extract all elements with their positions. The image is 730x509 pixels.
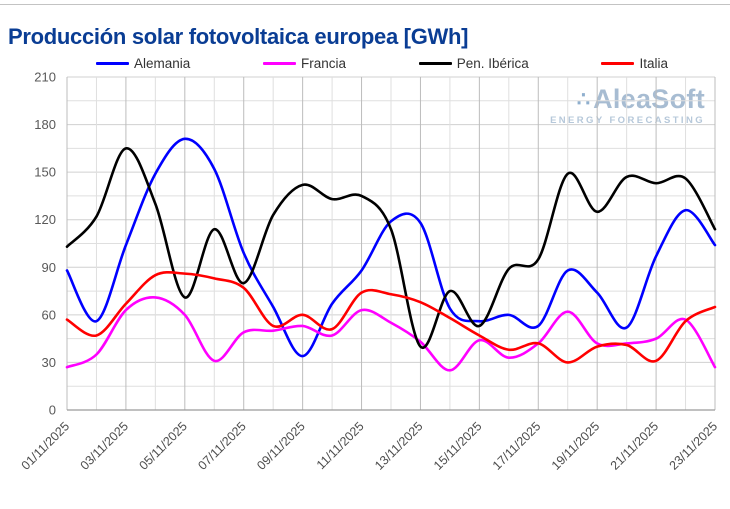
- y-tick-label: 90: [42, 260, 56, 275]
- y-tick-label: 120: [34, 212, 56, 227]
- chart-legend: Alemania Francia Pen. Ibérica Italia: [96, 56, 668, 71]
- y-tick-label: 210: [34, 70, 56, 85]
- legend-label: Alemania: [134, 56, 191, 71]
- x-tick-label: 13/11/2025: [372, 419, 426, 473]
- legend-label: Italia: [639, 56, 668, 71]
- x-tick-label: 11/11/2025: [314, 419, 367, 472]
- legend-item-pen-ib-rica[interactable]: Pen. Ibérica: [418, 56, 529, 71]
- legend-item-francia[interactable]: Francia: [262, 56, 346, 71]
- x-tick-label: 17/11/2025: [490, 419, 544, 473]
- legend-label: Francia: [300, 56, 346, 71]
- y-tick-label: 150: [34, 165, 56, 180]
- x-tick-label: 21/11/2025: [608, 419, 662, 473]
- y-tick-label: 30: [42, 355, 56, 370]
- legend-item-alemania[interactable]: Alemania: [96, 56, 190, 71]
- y-tick-label: 180: [34, 117, 56, 132]
- watermark-brand: AleaSoft: [593, 84, 705, 114]
- y-tick-label: 0: [49, 403, 56, 418]
- x-tick-label: 07/11/2025: [195, 419, 249, 473]
- x-tick-label: 19/11/2025: [549, 419, 603, 473]
- legend-label: Pen. Ibérica: [456, 56, 529, 71]
- page-title: Producción solar fotovoltaica europea [G…: [8, 23, 469, 49]
- x-tick-label: 15/11/2025: [431, 419, 485, 473]
- aleasoft-logo-icon: ∴: [576, 88, 591, 111]
- legend-swatch: [96, 61, 129, 66]
- legend-swatch: [262, 61, 296, 66]
- top-divider: [0, 4, 730, 5]
- legend-item-italia[interactable]: Italia: [601, 56, 668, 71]
- series-line-italia: [65, 271, 717, 364]
- x-tick-label: 09/11/2025: [254, 419, 308, 473]
- y-tick-label: 60: [42, 307, 56, 322]
- x-tick-label: 23/11/2025: [667, 419, 721, 473]
- x-tick-label: 01/11/2025: [19, 419, 73, 473]
- legend-swatch: [418, 61, 452, 66]
- legend-swatch: [601, 61, 635, 66]
- x-tick-label: 05/11/2025: [136, 419, 190, 473]
- x-tick-label: 03/11/2025: [78, 419, 132, 473]
